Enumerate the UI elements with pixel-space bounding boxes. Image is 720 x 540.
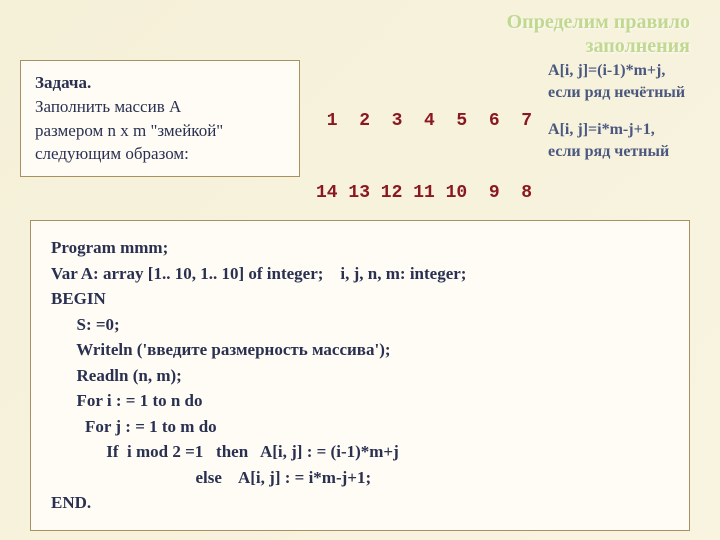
rule-even-formula: A[i, j]=i*m-j+1, (548, 119, 685, 141)
code-line: S: =0; (51, 312, 669, 338)
rule-odd-formula: A[i, j]=(i-1)*m+j, (548, 60, 685, 82)
code-line: For i : = 1 to n do (51, 388, 669, 414)
rule-odd-cond: если ряд нечётный (548, 82, 685, 104)
code-line: For j : = 1 to m do (51, 414, 669, 440)
task-line1: Заполнить массив A (35, 95, 285, 119)
fill-rules: A[i, j]=(i-1)*m+j, если ряд нечётный A[i… (548, 60, 685, 178)
task-box: Задача. Заполнить массив A размером n x … (20, 60, 300, 177)
task-line3: следующим образом: (35, 142, 285, 166)
code-line: BEGIN (51, 286, 669, 312)
rule-even: A[i, j]=i*m-j+1, если ряд четный (548, 119, 685, 162)
task-title: Задача. (35, 71, 285, 95)
matrix-row: 14 13 12 11 10 9 8 (316, 181, 532, 205)
code-line: END. (51, 490, 669, 516)
code-line: Var A: array [1.. 10, 1.. 10] of integer… (51, 261, 669, 287)
header-line2: заполнения (507, 34, 690, 58)
rule-even-cond: если ряд четный (548, 141, 685, 163)
slide-header: Определим правило заполнения (507, 10, 690, 58)
matrix-row: 1 2 3 4 5 6 7 (316, 109, 532, 133)
code-line: If i mod 2 =1 then A[i, j] : = (i-1)*m+j (51, 439, 669, 465)
header-line1: Определим правило (507, 10, 690, 34)
code-line: Program mmm; (51, 235, 669, 261)
rule-odd: A[i, j]=(i-1)*m+j, если ряд нечётный (548, 60, 685, 103)
pascal-code: Program mmm; Var A: array [1.. 10, 1.. 1… (30, 220, 690, 531)
task-line2: размером n x m "змейкой" (35, 119, 285, 143)
code-line: else A[i, j] : = i*m-j+1; (51, 465, 669, 491)
code-line: Writeln ('введите размерность массива'); (51, 337, 669, 363)
code-line: Readln (n, m); (51, 363, 669, 389)
